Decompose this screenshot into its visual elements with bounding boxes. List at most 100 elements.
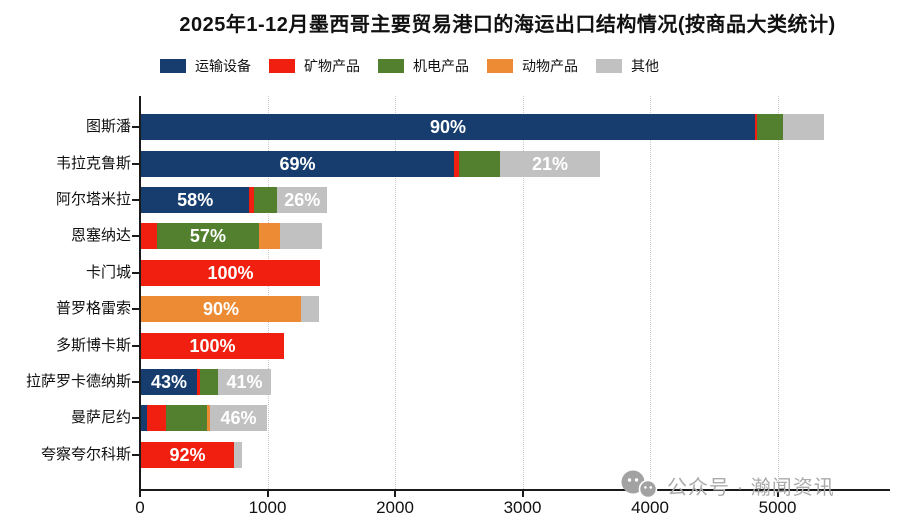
x-tick-label: 1000 (248, 498, 287, 517)
legend-swatch (269, 59, 295, 73)
bar-segment (757, 114, 784, 141)
gridline-x-4000 (650, 96, 652, 489)
y-axis-label: 拉萨罗卡德纳斯 (25, 373, 131, 390)
bar-segment-label: 90% (430, 117, 467, 138)
legend-item: 矿物产品 (269, 56, 360, 76)
y-axis-label: 多斯博卡斯 (55, 336, 131, 354)
y-tick (132, 417, 139, 420)
bar-segment: 100% (141, 332, 285, 359)
bar-segment (207, 405, 211, 432)
bar-segment-label: 100% (189, 335, 236, 356)
bar-segment: 26% (277, 187, 328, 213)
bar-segment-label: 41% (226, 372, 263, 392)
gridline-x-5000 (777, 96, 779, 489)
gridline-x-3000 (522, 96, 524, 489)
wechat-icon (621, 470, 658, 499)
y-tick (132, 162, 139, 165)
bar-segment (141, 223, 157, 250)
legend: 运输设备 矿物产品 机电产品 动物产品 其他 (160, 56, 659, 76)
legend-swatch (378, 59, 404, 73)
bar-segment (200, 369, 218, 395)
legend-label: 其他 (631, 58, 659, 74)
x-tick-label: 3000 (503, 498, 542, 517)
y-tick (132, 453, 139, 456)
y-tick (132, 271, 139, 274)
bar-segment-label: 92% (169, 444, 206, 465)
bar-row: 100% (141, 332, 285, 359)
y-tick (132, 199, 139, 201)
x-axis-line (139, 489, 890, 491)
bar-row: 100% (141, 259, 321, 286)
chart-title: 2025年1-12月墨西哥主要贸易港口的海运出口结构情况(按商品大类统计) (179, 14, 836, 36)
y-axis-label: 夸察夸尔科斯 (40, 445, 131, 463)
bar-segment (146, 405, 166, 432)
x-tick (521, 491, 524, 497)
y-axis-label: 阿尔塔米拉 (55, 191, 131, 208)
bar-row: 90% (141, 296, 319, 323)
legend-item: 动物产品 (487, 56, 578, 76)
x-tick-label: 4000 (631, 498, 669, 517)
bar-segment (233, 441, 242, 468)
gridline-x-2000 (395, 96, 396, 489)
y-tick (132, 308, 139, 311)
legend-label: 矿物产品 (304, 58, 360, 74)
bar-segment: 92% (141, 441, 234, 468)
legend-label: 机电产品 (413, 58, 469, 74)
bar-segment (196, 369, 201, 395)
y-tick (132, 344, 139, 347)
x-tick (394, 491, 396, 497)
x-tick-label: 0 (135, 498, 145, 517)
bar-segment (459, 150, 501, 177)
bar-row: 92% (141, 441, 242, 468)
bar-segment-label: 43% (150, 372, 187, 392)
bar-segment (249, 187, 254, 213)
y-tick (132, 381, 139, 383)
bar-row: 58% 26% (141, 187, 328, 213)
bar-row: 57% (141, 223, 323, 250)
bar-segment (253, 187, 278, 213)
x-tick (139, 491, 141, 497)
legend-swatch (487, 59, 513, 73)
x-tick-label: 5000 (758, 498, 797, 517)
legend-swatch (160, 59, 186, 73)
x-tick (266, 491, 269, 497)
legend-item: 其他 (596, 56, 659, 76)
bar-segment: 46% (210, 405, 268, 432)
legend-swatch (596, 59, 622, 73)
x-tick-label: 2000 (376, 498, 414, 517)
bar-segment-label: 69% (279, 153, 316, 174)
bar-segment (258, 223, 280, 250)
y-tick (132, 126, 139, 129)
y-axis-label: 普罗格雷索 (55, 300, 131, 318)
bar-segment (454, 150, 459, 177)
y-axis-spine (139, 96, 141, 491)
legend-label: 动物产品 (522, 58, 578, 74)
bar-segment (279, 223, 323, 250)
bar-segment-label: 21% (532, 153, 569, 174)
bar-segment (783, 114, 825, 141)
watermark: 公众号 · 瀚闻资讯 (620, 470, 835, 500)
bar-segment (141, 405, 147, 432)
bar-row: 69% 21% (141, 150, 600, 177)
bar-segment: 90% (141, 114, 756, 141)
y-axis-label: 韦拉克鲁斯 (55, 154, 131, 172)
bar-row: 46% (141, 405, 268, 432)
bar-segment: 57% (156, 223, 259, 250)
bar-segment: 21% (500, 150, 600, 177)
bar-segment (165, 405, 208, 432)
bar-segment: 41% (217, 369, 272, 395)
bar-segment: 100% (141, 259, 321, 286)
bar-row: 90% (141, 114, 825, 141)
bar-segment-label: 57% (189, 226, 226, 247)
gridline-x-1000 (267, 96, 269, 489)
bar-segment-label: 100% (207, 262, 254, 283)
bar-segment-label: 90% (202, 299, 240, 320)
y-tick (132, 235, 139, 238)
legend-item: 运输设备 (160, 56, 251, 76)
bar-segment: 43% (141, 369, 197, 395)
x-tick (776, 491, 779, 497)
y-axis-label: 图斯潘 (85, 118, 131, 136)
bar-segment: 58% (141, 187, 250, 213)
